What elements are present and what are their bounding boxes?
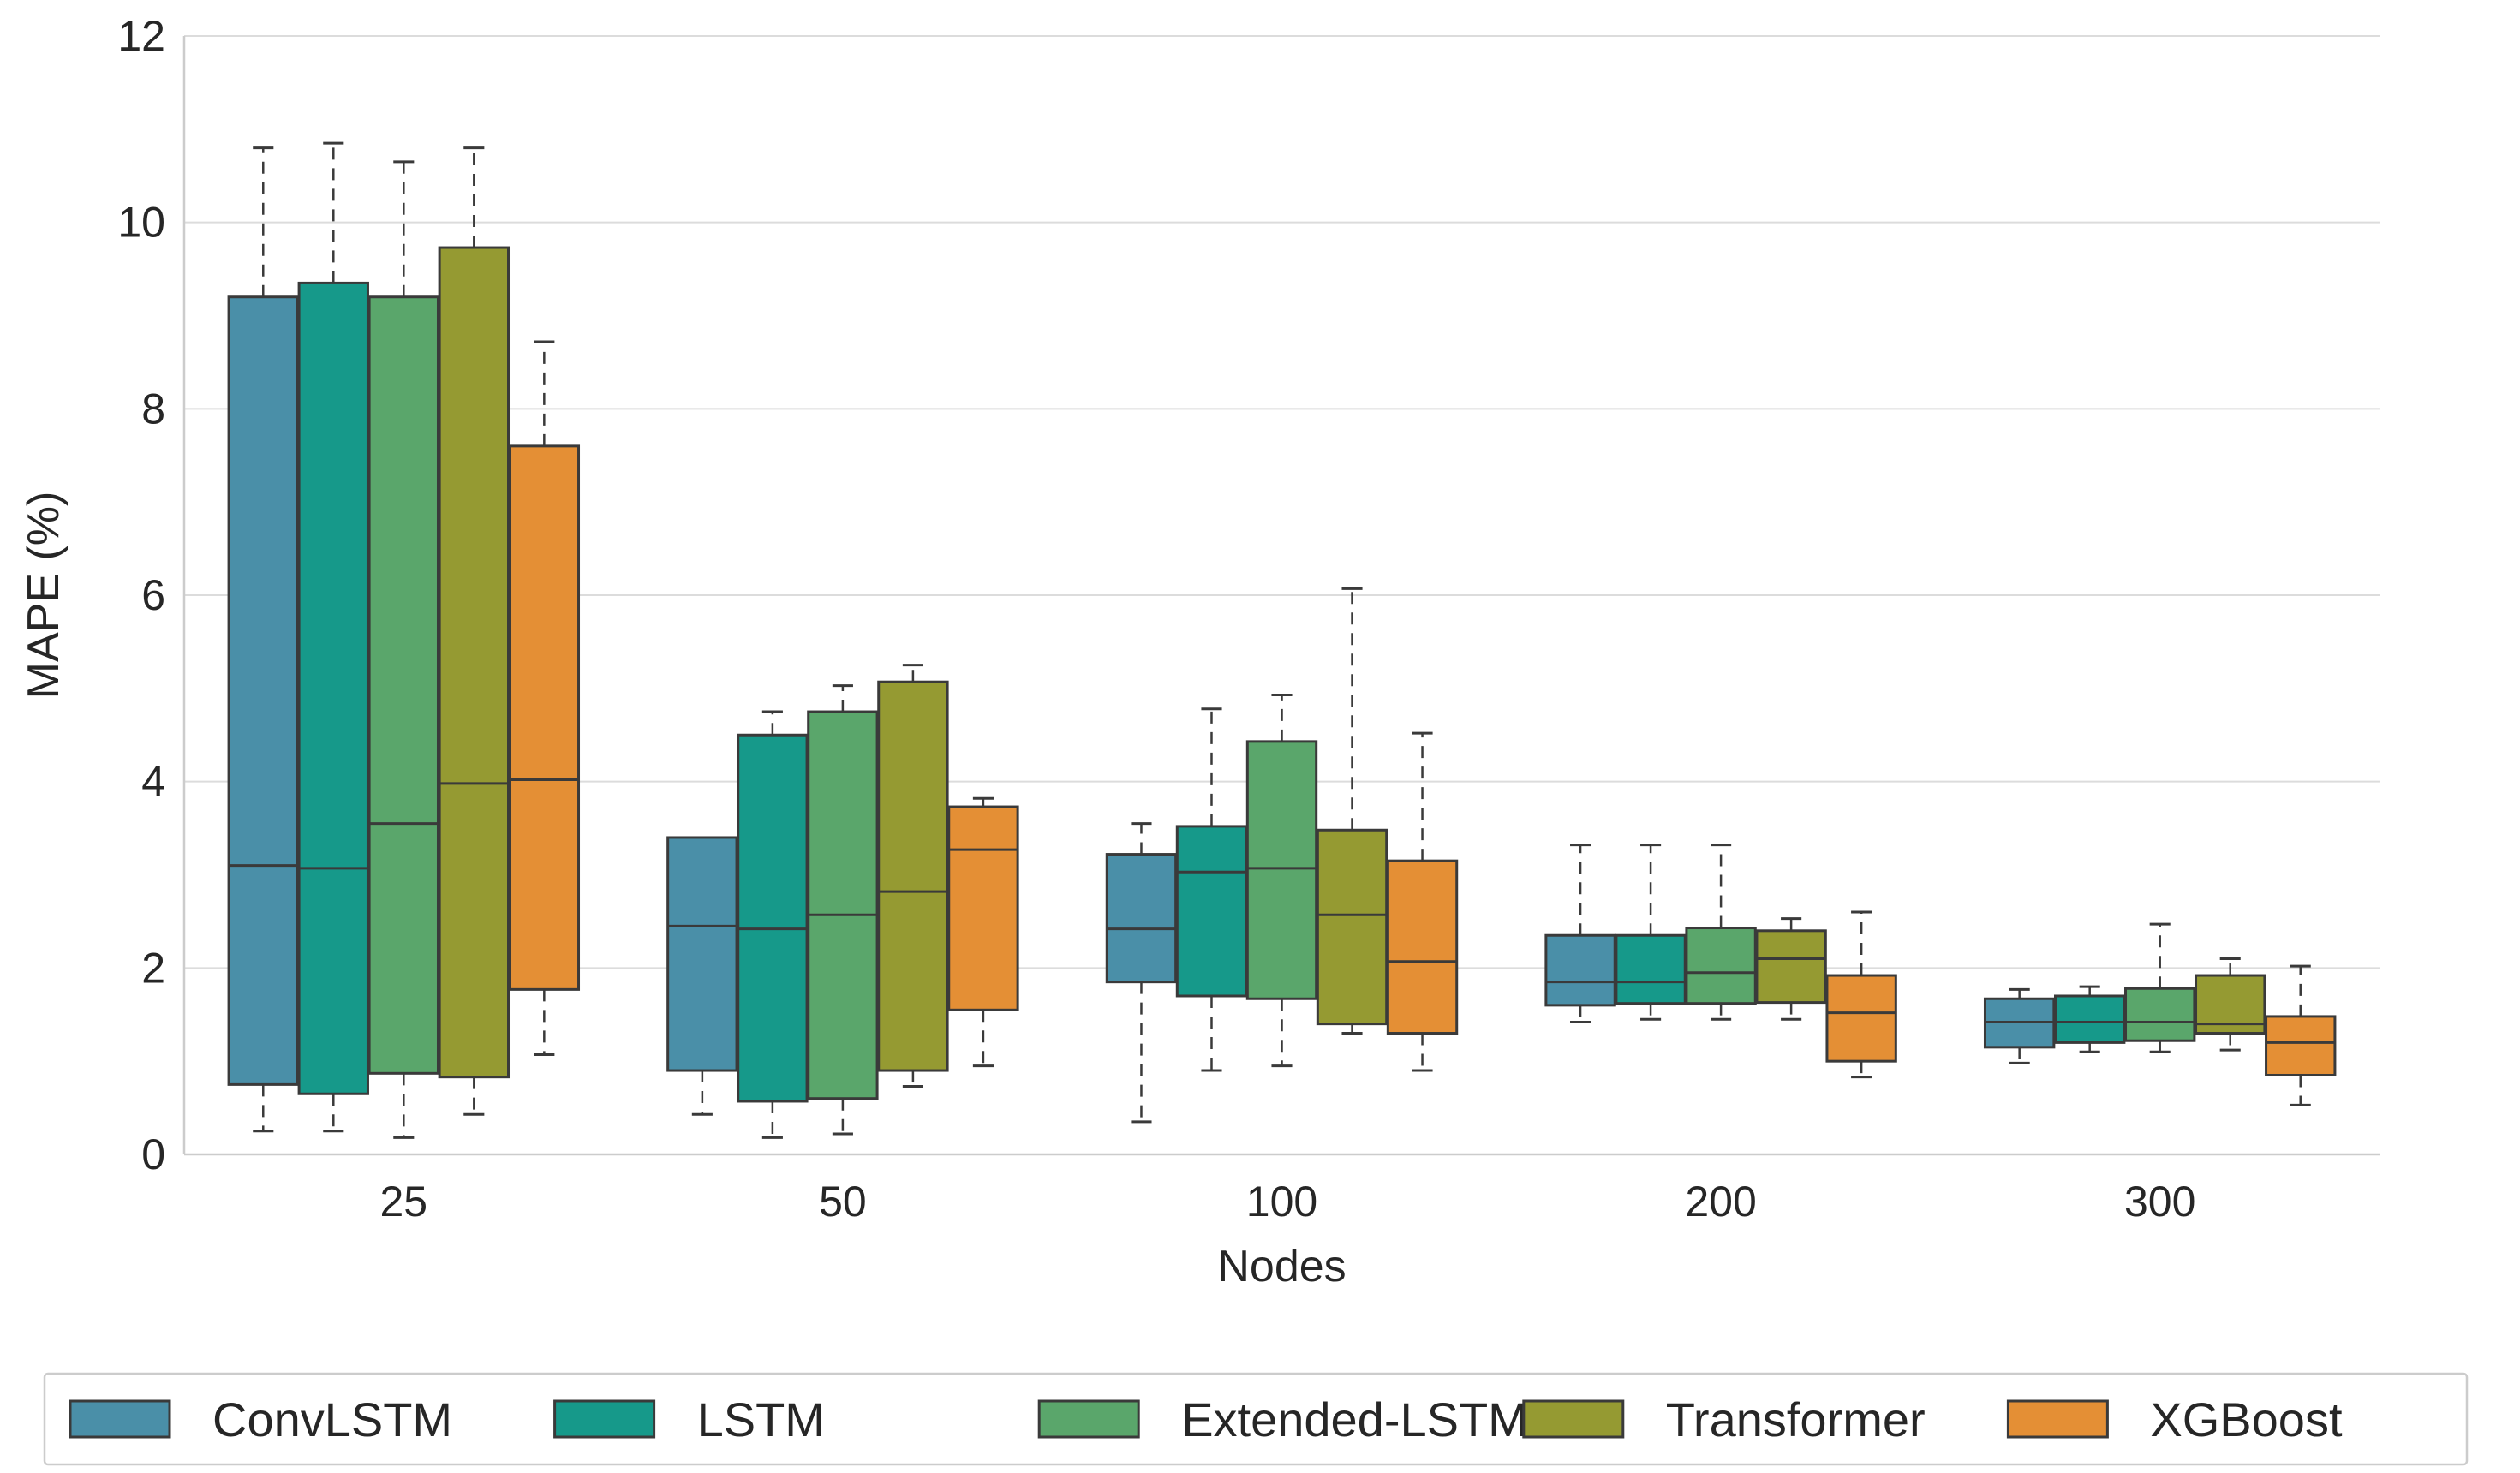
iqr-box [367,295,439,1075]
y-tick-label: 10 [117,199,165,247]
iqr-box [438,246,511,1079]
box-xgboost-200 [1825,910,1897,1079]
y-tick-label: 6 [141,571,165,619]
y-tick-label: 2 [141,944,165,992]
legend-swatch [69,1399,171,1439]
box-transformer-200 [1755,917,1827,1021]
legend-entry-transformer: Transformer [1522,1392,1926,1446]
axes: 0 2 4 6 8 10 12 25 50 100 200 300 Nodes MAPE (%) [19,12,2380,1291]
iqr-box [666,836,738,1072]
x-axis-label: Nodes [1217,1242,1346,1291]
legend-label: Extended-LSTM [1181,1392,1528,1446]
iqr-box [1105,853,1178,984]
plot-area [227,141,2337,1139]
iqr-box [807,710,879,1100]
iqr-box [1316,828,1388,1026]
iqr-box [2265,1015,2337,1076]
legend-swatch [2006,1399,2109,1439]
iqr-box [877,680,949,1072]
legend: ConvLSTM LSTM Extended-LSTM Transformer XGBo… [43,1372,2469,1466]
x-tick-label: 300 [2124,1178,2195,1226]
iqr-box [1175,825,1248,998]
x-tick-label: 200 [1685,1178,1756,1226]
y-axis-label: MAPE (%) [19,492,69,700]
iqr-box [1245,740,1318,1000]
box-transformer-100 [1316,587,1388,1035]
box-lstm-100 [1175,707,1248,1072]
iqr-box [947,805,1019,1011]
box-convlstm-300 [1983,987,2056,1064]
iqr-box [1544,933,1616,1007]
iqr-box [1755,929,1827,1005]
box-transformer-300 [2195,957,2266,1052]
y-tick-label: 8 [141,385,165,432]
legend-label: LSTM [697,1392,825,1446]
box-extended-lstm-200 [1685,844,1757,1021]
y-tick-label: 12 [117,12,165,60]
iqr-box [1615,933,1687,1005]
box-convlstm-50 [666,836,738,1116]
x-tick-label: 25 [379,1178,427,1226]
legend-frame [43,1372,2469,1466]
legend-entry-xgboost: XGBoost [2006,1392,2343,1446]
box-transformer-25 [438,146,511,1116]
box-extended-lstm-300 [2124,922,2196,1053]
box-lstm-25 [297,141,369,1133]
legend-label: ConvLSTM [212,1392,452,1446]
iqr-box [2053,994,2126,1044]
box-xgboost-100 [1386,731,1459,1072]
box-xgboost-300 [2265,964,2337,1106]
legend-entry-convlstm: ConvLSTM [69,1392,452,1446]
iqr-box [227,295,299,1086]
legend-swatch [1522,1399,1625,1439]
iqr-box [2124,987,2196,1042]
legend-label: Transformer [1666,1392,1926,1446]
legend-swatch [553,1399,656,1439]
iqr-box [1825,974,1897,1063]
legend-swatch [1037,1399,1140,1439]
box-convlstm-25 [227,146,299,1133]
box-xgboost-50 [947,796,1019,1068]
box-extended-lstm-25 [367,160,439,1139]
box-convlstm-100 [1105,822,1178,1124]
iqr-box [737,733,809,1103]
box-lstm-300 [2053,985,2126,1053]
y-tick-label: 0 [141,1130,165,1178]
box-extended-lstm-50 [807,684,879,1136]
iqr-box [1386,859,1459,1035]
box-xgboost-25 [508,340,581,1057]
legend-label: XGBoost [2150,1392,2343,1446]
y-tick-label: 4 [141,758,165,806]
box-transformer-50 [877,664,949,1088]
box-convlstm-200 [1544,844,1616,1023]
legend-entry-lstm: LSTM [553,1392,825,1446]
box-lstm-50 [737,710,809,1139]
iqr-box [1685,927,1757,1005]
box-lstm-200 [1615,844,1687,1021]
x-tick-label: 50 [819,1178,867,1226]
iqr-box [297,281,369,1095]
legend-entry-extended-lstm: Extended-LSTM [1037,1392,1528,1446]
iqr-box [508,444,581,991]
x-tick-label: 100 [1246,1178,1317,1226]
box-extended-lstm-100 [1245,693,1318,1068]
